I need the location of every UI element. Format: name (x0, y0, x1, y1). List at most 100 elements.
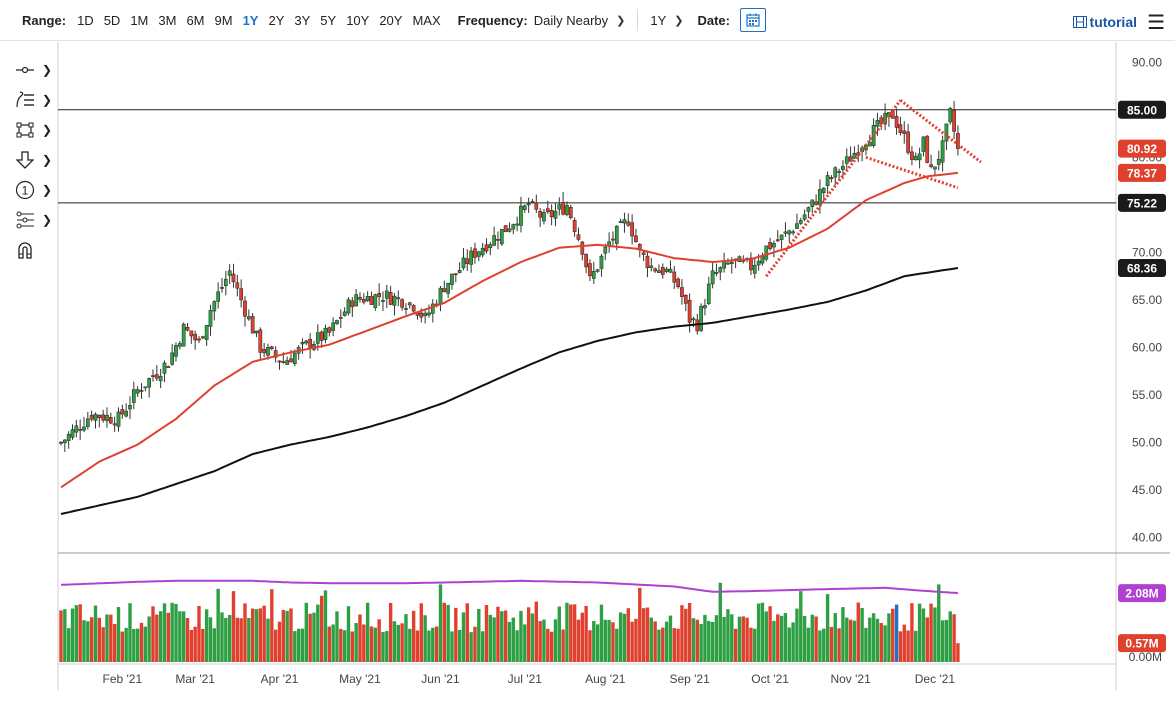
frequency-selector: Frequency: Daily Nearby ❯ 1Y ❯ (458, 9, 683, 31)
volume-bar (105, 614, 109, 662)
volume-bar (588, 630, 592, 662)
volume-bar (783, 612, 788, 662)
candle-body (852, 152, 857, 159)
candle-body (856, 152, 861, 156)
volume-bar (703, 614, 707, 662)
range-button-2y[interactable]: 2Y (268, 12, 285, 28)
candle-body (683, 294, 688, 304)
price-tags: 85.00 80.92 78.37 75.22 68.36 2.08M 0.57M (1118, 100, 1166, 653)
volume-bar (143, 626, 148, 662)
candle-body (883, 113, 887, 125)
range-button-3m[interactable]: 3M (158, 12, 177, 28)
volume-bar (687, 602, 692, 662)
candle-body (768, 242, 772, 250)
range-button-max[interactable]: MAX (412, 12, 441, 28)
volume-bar (273, 629, 278, 662)
candle-body (342, 311, 347, 316)
candle-body (603, 247, 608, 254)
candle-body (956, 133, 960, 149)
price-tag-box (1118, 634, 1166, 653)
volume-bar (285, 610, 289, 662)
range-button-9m[interactable]: 9M (214, 12, 233, 28)
candle-body (461, 257, 466, 269)
range-button-10y[interactable]: 10Y (346, 12, 370, 28)
volume-bar (772, 620, 776, 662)
range-button-20y[interactable]: 20Y (379, 12, 403, 28)
candle-body (204, 325, 209, 340)
frequency-dropdown[interactable]: Daily Nearby ❯ (534, 13, 626, 28)
candle-body (250, 316, 255, 334)
volume-bar (396, 624, 401, 662)
volume-bar (419, 603, 424, 662)
y-tick-label: 80.00 (1132, 150, 1162, 164)
range-button-1y[interactable]: 1Y (242, 12, 259, 28)
candle-body (273, 350, 278, 358)
volume-bar (201, 628, 205, 662)
chevron-right-icon: ❯ (42, 213, 53, 227)
range-button-5d[interactable]: 5D (103, 12, 121, 28)
tool-shapes[interactable]: ❯ (14, 115, 54, 145)
range-button-1m[interactable]: 1M (130, 12, 149, 28)
period-dropdown[interactable]: 1Y ❯ (650, 13, 683, 28)
calendar-button[interactable] (740, 8, 766, 32)
volume-bar (216, 588, 220, 662)
range-button-5y[interactable]: 5Y (320, 12, 337, 28)
range-selector: Range: 1D 5D 1M 3M 6M 9M 1Y 2Y 3Y 5Y 10Y… (22, 13, 446, 28)
calendar-icon (746, 13, 760, 27)
volume-bar (381, 631, 385, 662)
range-button-1d[interactable]: 1D (77, 12, 94, 28)
volume-bar (714, 615, 719, 662)
tool-annotations[interactable]: 1 ❯ (14, 175, 54, 205)
tool-crosshair[interactable]: ❯ (14, 55, 54, 85)
volume-bar (695, 619, 699, 662)
volume-bar (795, 608, 799, 662)
candle-body (802, 214, 807, 220)
horizontal-levels (58, 109, 1116, 204)
hamburger-menu-icon[interactable]: ☰ (1147, 12, 1165, 34)
candle-body (752, 265, 757, 274)
candle-body (135, 389, 140, 394)
candle-body (446, 282, 450, 294)
candle-body (622, 219, 627, 224)
tool-arrows[interactable]: ❯ (14, 145, 54, 175)
price-tag-box (1118, 193, 1166, 212)
tool-fibonacci[interactable]: ❯ (14, 205, 54, 235)
tool-magnet[interactable] (14, 235, 54, 265)
volume-bar (492, 617, 496, 662)
range-button-3y[interactable]: 3Y (294, 12, 311, 28)
candle-body (565, 205, 569, 215)
y-tick-label: 85.00 (1132, 103, 1162, 117)
candle-body (925, 135, 930, 163)
candle-body (890, 110, 895, 119)
candle-body (185, 327, 190, 331)
volume-bar (737, 616, 742, 662)
candle-body (710, 270, 715, 285)
volume-bar (362, 624, 366, 662)
volume-bar (557, 606, 561, 662)
candle-body (450, 273, 454, 285)
candle-body (553, 210, 558, 219)
candle-body (687, 299, 692, 323)
volume-bar (377, 619, 381, 662)
volume-bar (170, 602, 174, 662)
candle-body (860, 147, 864, 153)
candle-body (269, 346, 274, 349)
volume-bar (446, 604, 450, 662)
candle-body (262, 349, 266, 354)
candle-body (522, 205, 527, 210)
volume-bar (910, 603, 914, 662)
tool-indicators[interactable]: ❯ (14, 85, 54, 115)
volume-bar (385, 631, 389, 662)
candle-body (614, 225, 619, 244)
period-value: 1Y (650, 12, 667, 28)
candle-body (756, 260, 761, 266)
candle-body (93, 413, 98, 421)
range-button-6m[interactable]: 6M (186, 12, 205, 28)
volume-bar (373, 627, 378, 662)
volume-average (60, 579, 958, 595)
candle-body (469, 250, 473, 265)
tutorial-link[interactable]: tutorial (1072, 14, 1137, 30)
price-tag-label: 0.57M (1125, 637, 1158, 651)
candlesticks (59, 100, 960, 452)
